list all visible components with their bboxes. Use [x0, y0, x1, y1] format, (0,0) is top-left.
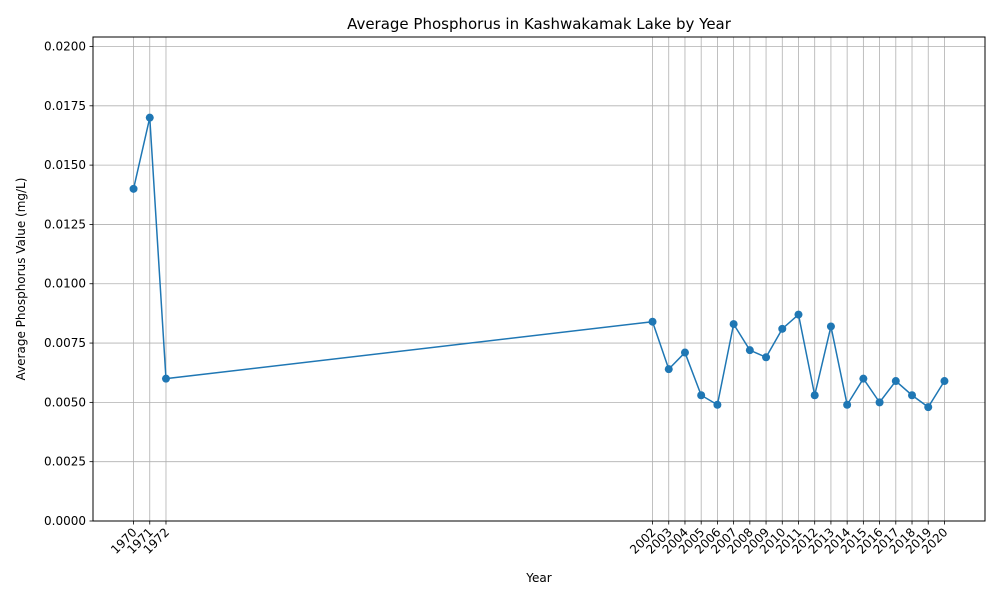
data-point — [161, 374, 170, 383]
data-point — [664, 365, 673, 374]
data-point — [680, 348, 689, 357]
data-point — [762, 353, 771, 362]
data-point — [145, 113, 154, 122]
data-point — [810, 391, 819, 400]
data-point — [697, 391, 706, 400]
data-point — [129, 184, 138, 193]
y-axis-label: Average Phosphorus Value (mg/L) — [14, 178, 28, 381]
series-layer — [129, 113, 949, 412]
data-point — [875, 398, 884, 407]
data-point — [891, 377, 900, 386]
y-tick-label: 0.0000 — [44, 514, 86, 528]
data-point — [924, 403, 933, 412]
grid — [93, 37, 985, 522]
data-point — [908, 391, 917, 400]
data-point — [713, 400, 722, 409]
y-tick-label: 0.0025 — [44, 455, 86, 469]
data-point — [843, 400, 852, 409]
y-tick-label: 0.0200 — [44, 39, 86, 53]
y-tick-label: 0.0100 — [44, 277, 86, 291]
plot-frame — [92, 36, 986, 522]
data-point — [648, 317, 657, 326]
y-tick-label: 0.0150 — [44, 158, 86, 172]
data-point — [729, 320, 738, 329]
tick-layer: 0.0000 0.0025 0.0050 0.0075 0.0100 0.0125 0.01… — [44, 39, 951, 556]
y-tick-label: 0.0175 — [44, 99, 86, 113]
data-point — [940, 377, 949, 386]
chart-title: Average Phosphorus in Kashwakamak Lake b… — [347, 15, 732, 33]
y-tick-label: 0.0075 — [44, 336, 86, 350]
x-axis-label: Year — [525, 571, 551, 585]
data-point — [794, 310, 803, 319]
data-point — [859, 374, 868, 383]
data-point — [745, 346, 754, 355]
data-point — [826, 322, 835, 331]
y-tick-label: 0.0050 — [44, 395, 86, 409]
y-tick-label: 0.0125 — [44, 217, 86, 231]
data-point — [778, 324, 787, 333]
series-line — [132, 117, 946, 409]
